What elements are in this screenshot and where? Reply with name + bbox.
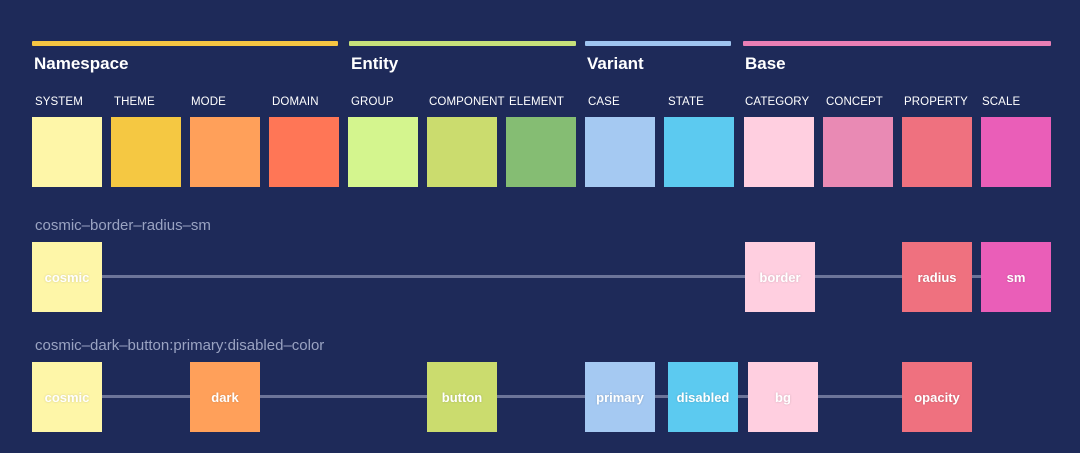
example-2-token-bg: bg — [748, 362, 818, 432]
example-track-2 — [67, 395, 937, 398]
category-label-element: ELEMENT — [509, 96, 565, 108]
swatch-theme — [111, 117, 181, 187]
swatch-group — [348, 117, 418, 187]
category-label-property: PROPERTY — [904, 96, 968, 108]
category-label-component: COMPONENT — [429, 96, 505, 108]
group-bar-base — [743, 41, 1051, 46]
group-label-entity: Entity — [351, 54, 399, 73]
example-title-1: cosmic–border–radius–sm — [35, 217, 211, 234]
swatch-system — [32, 117, 102, 187]
group-label-namespace: Namespace — [34, 54, 129, 73]
swatch-property — [902, 117, 972, 187]
category-label-group: GROUP — [351, 96, 394, 108]
example-2-token-cosmic: cosmic — [32, 362, 102, 432]
swatch-category — [744, 117, 814, 187]
example-1-token-sm: sm — [981, 242, 1051, 312]
category-label-system: SYSTEM — [35, 96, 83, 108]
category-label-domain: DOMAIN — [272, 96, 319, 108]
category-label-concept: CONCEPT — [826, 96, 883, 108]
example-2-token-disabled: disabled — [668, 362, 738, 432]
group-bar-namespace — [32, 41, 338, 46]
example-2-token-dark: dark — [190, 362, 260, 432]
group-bar-variant — [585, 41, 731, 46]
example-1-token-border: border — [745, 242, 815, 312]
example-title-2: cosmic–dark–button:primary:disabled–colo… — [35, 337, 325, 354]
category-label-state: STATE — [668, 96, 704, 108]
category-label-category: CATEGORY — [745, 96, 810, 108]
swatch-case — [585, 117, 655, 187]
group-label-variant: Variant — [587, 54, 644, 73]
category-label-mode: MODE — [191, 96, 226, 108]
example-2-token-button: button — [427, 362, 497, 432]
swatch-element — [506, 117, 576, 187]
example-1-token-cosmic: cosmic — [32, 242, 102, 312]
example-track-1 — [67, 275, 1017, 278]
group-bar-entity — [349, 41, 576, 46]
swatch-component — [427, 117, 497, 187]
category-label-scale: SCALE — [982, 96, 1021, 108]
category-label-case: CASE — [588, 96, 620, 108]
swatch-concept — [823, 117, 893, 187]
group-label-base: Base — [745, 54, 786, 73]
swatch-mode — [190, 117, 260, 187]
category-label-theme: THEME — [114, 96, 155, 108]
example-1-token-radius: radius — [902, 242, 972, 312]
example-2-token-opacity: opacity — [902, 362, 972, 432]
swatch-state — [664, 117, 734, 187]
swatch-domain — [269, 117, 339, 187]
example-2-token-primary: primary — [585, 362, 655, 432]
swatch-scale — [981, 117, 1051, 187]
